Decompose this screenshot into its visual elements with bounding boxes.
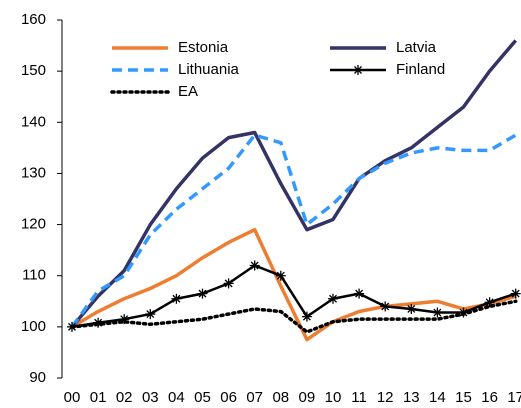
x-tick-label: 07 — [246, 389, 263, 406]
point-marker — [249, 260, 260, 271]
series-line — [70, 299, 518, 334]
y-tick-label: 90 — [29, 369, 46, 386]
y-tick-label: 120 — [21, 216, 46, 233]
y-tick-label: 150 — [21, 62, 46, 79]
x-tick-label: 00 — [64, 389, 81, 406]
point-marker — [119, 314, 130, 325]
x-tick-label: 08 — [272, 389, 289, 406]
series-line — [71, 227, 517, 342]
x-tick-label: 01 — [90, 389, 107, 406]
series-line — [70, 133, 517, 328]
point-marker — [432, 307, 443, 318]
legend-label: Lithuania — [178, 61, 240, 78]
y-tick-label: 130 — [21, 164, 46, 181]
x-tick-label: 16 — [481, 389, 498, 406]
point-marker — [223, 278, 234, 289]
x-tick-label: 05 — [194, 389, 211, 406]
x-tick-label: 15 — [455, 389, 472, 406]
y-tick-label: 100 — [21, 318, 46, 335]
x-tick-label: 09 — [299, 389, 316, 406]
y-tick-label: 140 — [21, 113, 46, 130]
x-tick-label: 14 — [429, 389, 446, 406]
x-tick-label: 02 — [116, 389, 133, 406]
point-marker — [484, 297, 495, 308]
legend-label: EA — [178, 83, 198, 100]
y-tick-label: 160 — [21, 11, 46, 28]
x-tick-label: 10 — [325, 389, 342, 406]
y-tick-label: 110 — [22, 267, 46, 284]
legend-label: Estonia — [178, 39, 229, 56]
series-line — [70, 39, 518, 328]
x-tick-label: 11 — [351, 389, 367, 406]
point-marker — [354, 288, 365, 299]
point-marker — [328, 293, 338, 304]
point-marker — [380, 301, 391, 312]
x-tick-label: 12 — [377, 389, 394, 406]
x-tick-label: 13 — [403, 389, 420, 406]
point-marker — [510, 288, 521, 299]
x-tick-label: 03 — [142, 389, 159, 406]
legend-label: Latvia — [396, 39, 437, 56]
legend-marker — [353, 65, 363, 75]
point-marker — [145, 309, 156, 320]
series-line — [71, 264, 517, 329]
x-tick-label: 04 — [168, 389, 185, 406]
point-marker — [301, 311, 312, 322]
point-marker — [197, 288, 208, 299]
legend-label: Finland — [396, 61, 445, 78]
x-tick-label: 06 — [220, 389, 237, 406]
x-tick-label: 17 — [507, 389, 521, 406]
point-marker — [171, 293, 182, 304]
point-marker — [275, 270, 286, 281]
point-marker — [406, 303, 417, 314]
